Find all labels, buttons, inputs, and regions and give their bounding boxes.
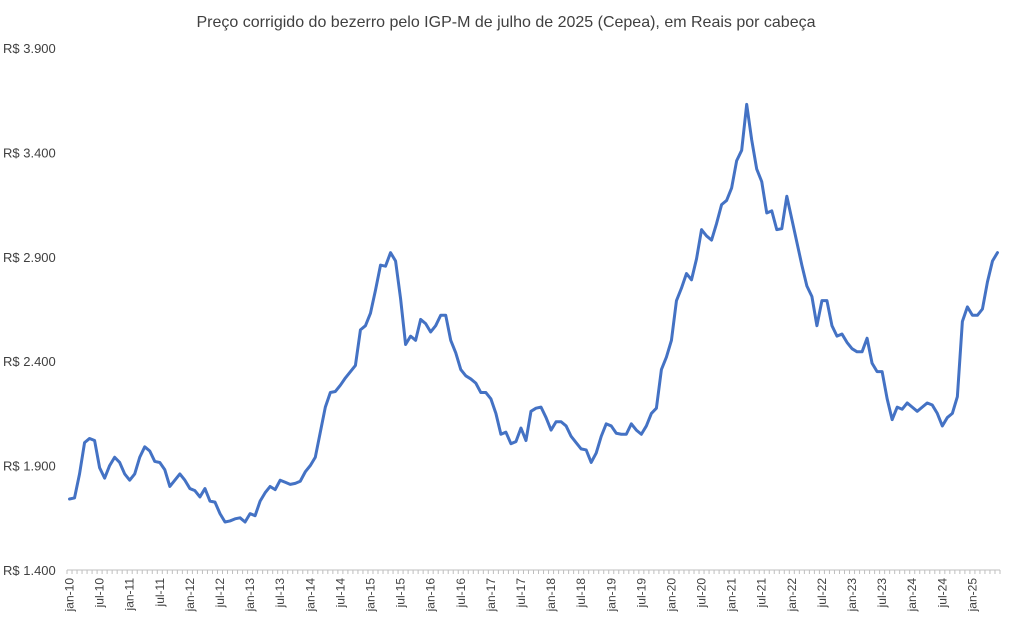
x-tick-label: jul-22 [815,578,829,609]
y-tick-label: R$ 1.900 [3,459,56,474]
x-tick-label: jan-17 [484,578,498,613]
y-tick-label: R$ 1.400 [3,563,56,578]
x-tick-label: jul-20 [695,578,709,609]
x-tick-label: jan-19 [604,578,618,613]
x-tick-label: jul-10 [93,578,107,609]
x-tick-label: jul-19 [634,578,648,609]
x-tick-label: jan-15 [363,578,377,613]
x-tick-label: jan-21 [725,578,739,613]
x-tick-label: jan-24 [905,578,919,613]
x-tick-label: jul-13 [273,578,287,609]
y-tick-label: R$ 2.400 [3,354,56,369]
x-tick-label: jan-20 [664,578,678,613]
y-tick-label: R$ 3.900 [3,41,56,56]
x-tick-label: jan-12 [183,578,197,613]
x-tick-label: jul-24 [935,578,949,609]
x-tick-label: jan-22 [785,578,799,613]
x-tick-label: jul-21 [755,578,769,609]
y-axis-ticks: R$ 1.400 R$ 1.900 R$ 2.400 R$ 2.900 R$ 3.400… [3,41,56,578]
x-tick-label: jul-11 [153,578,167,608]
x-tick-label: jan-11 [123,578,137,612]
x-tick-label: jan-23 [845,578,859,613]
x-tick-label: jan-14 [303,578,317,613]
x-tick-label: jul-17 [514,578,528,609]
x-axis-tick-marks [66,570,1001,574]
x-tick-label: jul-23 [875,578,889,609]
x-tick-label: jan-16 [424,578,438,613]
x-tick-label: jan-25 [965,578,979,613]
x-tick-label: jan-18 [544,578,558,613]
x-tick-label: jan-13 [243,578,257,613]
series-line-bezerro [68,102,999,524]
x-tick-label: jul-18 [574,578,588,609]
x-tick-label: jan-10 [63,578,77,613]
chart-title: Preço corrigido do bezerro pelo IGP-M de… [197,14,816,31]
y-tick-label: R$ 2.900 [3,250,56,265]
x-tick-label: jul-16 [454,578,468,609]
x-tick-label: jul-14 [333,578,347,609]
x-tick-label: jul-15 [394,578,408,609]
y-tick-label: R$ 3.400 [3,145,56,160]
x-axis-ticks: jan-10 jul-10 jan-11 jul-11 jan-12 jul-12 jan-… [63,578,980,613]
x-tick-label: jul-12 [213,578,227,609]
